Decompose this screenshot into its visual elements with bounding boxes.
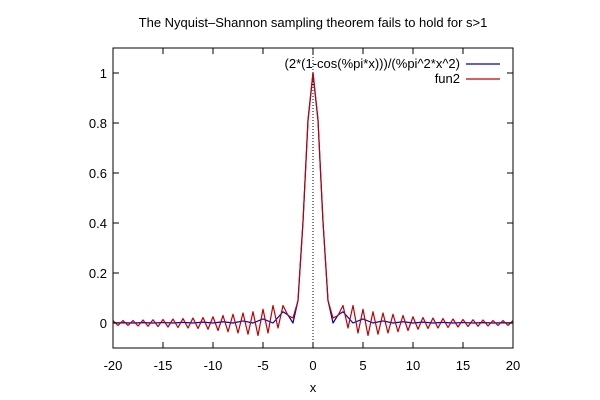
x-tick-label: 20 — [506, 358, 520, 373]
legend: (2*(1-cos(%pi*x)))/(%pi^2*x^2)fun2 — [285, 56, 500, 86]
y-tick-label: 1 — [100, 66, 107, 81]
y-tick-label: 0.2 — [89, 266, 107, 281]
y-tick-label: 0.6 — [89, 166, 107, 181]
ticks-layer: -20 -15 -10 -5 0 5 10 15 20 0 0.2 0.4 0.6 0.8 1 — [89, 48, 520, 373]
x-tick-label: 10 — [406, 358, 420, 373]
chart-title: The Nyquist–Shannon sampling theorem fai… — [139, 15, 488, 30]
series-line-2 — [112, 72, 514, 337]
x-tick-label: -5 — [257, 358, 269, 373]
x-tick-label: 15 — [456, 358, 470, 373]
y-tick-label: 0.8 — [89, 116, 107, 131]
x-tick-label: 0 — [309, 358, 316, 373]
x-tick-label: -15 — [154, 358, 173, 373]
legend-label-1: (2*(1-cos(%pi*x)))/(%pi^2*x^2) — [285, 56, 460, 71]
y-tick-label: 0 — [100, 316, 107, 331]
x-tick-label: -20 — [104, 358, 123, 373]
series-layer — [112, 72, 514, 337]
y-tick-label: 0.4 — [89, 216, 107, 231]
x-tick-label: 5 — [359, 358, 366, 373]
x-axis-label: x — [310, 380, 317, 395]
x-tick-label: -10 — [204, 358, 223, 373]
legend-label-2: fun2 — [435, 71, 460, 86]
